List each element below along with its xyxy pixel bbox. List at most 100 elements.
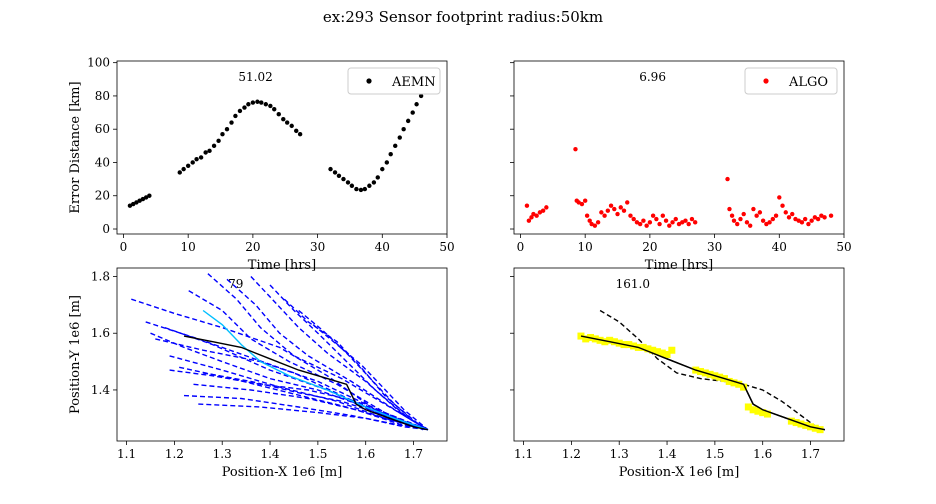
data-point <box>388 151 393 157</box>
estimate-marker <box>740 383 748 391</box>
data-point <box>328 166 333 172</box>
x-tick-label: 1.7 <box>801 447 820 461</box>
data-point <box>362 186 368 192</box>
x-tick-label: 1.4 <box>657 447 676 461</box>
x-tick-label: 1.3 <box>610 447 629 461</box>
x-tick-label: 1.5 <box>308 447 327 461</box>
x-tick-label: 1.2 <box>562 447 581 461</box>
axes-frame <box>116 267 448 442</box>
data-point <box>537 210 543 215</box>
data-point <box>190 160 195 165</box>
data-point <box>276 112 281 117</box>
data-point <box>134 200 139 205</box>
y-tick-label: 40 <box>95 155 110 169</box>
x-tick-label: 30 <box>310 240 325 254</box>
data-point <box>667 223 672 228</box>
estimate-marker <box>754 407 762 415</box>
data-point <box>259 100 264 105</box>
y-tick-label: 1.6 <box>91 326 110 340</box>
data-point <box>793 216 798 222</box>
data-point <box>263 102 269 107</box>
data-point <box>599 210 604 215</box>
y-axis-label: Position-Y 1e6 [m] <box>68 295 83 414</box>
data-point <box>203 150 208 155</box>
data-point <box>796 218 801 223</box>
dashed-track-line-8 <box>183 394 429 431</box>
data-point <box>587 218 592 223</box>
data-point <box>130 201 136 207</box>
data-point <box>380 166 385 172</box>
data-point <box>683 218 688 223</box>
data-point <box>250 100 256 105</box>
x-tick-label: 20 <box>245 240 260 254</box>
data-point <box>579 201 585 207</box>
data-point <box>770 216 776 222</box>
data-point <box>524 203 530 208</box>
data-point <box>397 135 402 140</box>
dashed-track-line-0 <box>599 309 821 431</box>
legend-label: ALGO <box>788 75 828 90</box>
data-point <box>822 215 827 220</box>
data-point <box>418 93 424 99</box>
score-annotation: 161.0 <box>616 277 650 291</box>
data-point <box>676 221 682 227</box>
data-point <box>802 216 808 222</box>
data-point <box>738 216 743 222</box>
data-point <box>185 163 191 168</box>
data-point <box>229 120 234 125</box>
data-point <box>828 213 834 218</box>
data-point <box>143 195 149 200</box>
data-point <box>526 218 532 223</box>
data-point <box>367 183 372 188</box>
data-point <box>224 127 230 132</box>
estimate-marker <box>644 345 652 353</box>
data-point <box>349 183 355 188</box>
x-axis-label: Position-X 1e6 [m] <box>619 465 740 480</box>
data-point <box>644 223 649 228</box>
data-point <box>246 102 251 107</box>
data-point <box>592 223 598 228</box>
data-point <box>660 213 666 218</box>
dashed-track-line-7 <box>198 403 428 431</box>
estimate-marker <box>625 341 633 349</box>
data-point <box>608 203 614 208</box>
data-point <box>584 213 590 218</box>
data-point <box>127 203 133 208</box>
data-point <box>595 220 601 225</box>
axes-frame <box>513 60 845 235</box>
data-point <box>799 220 805 225</box>
x-tick-label: 1.1 <box>514 447 533 461</box>
data-point <box>612 206 617 212</box>
data-point <box>647 220 653 225</box>
x-tick-label: 20 <box>642 240 657 254</box>
data-point <box>414 102 419 107</box>
data-point <box>544 205 549 210</box>
data-point <box>727 206 732 212</box>
y-axis-label: Error Distance [km] <box>68 81 83 213</box>
y-tick-label: 100 <box>87 56 110 70</box>
data-point <box>692 220 698 225</box>
data-point <box>773 213 779 218</box>
data-point <box>767 220 772 225</box>
figure-suptitle: ex:293 Sensor footprint radius:50km <box>323 8 603 26</box>
data-point <box>345 180 351 185</box>
data-point <box>233 113 238 119</box>
data-point <box>336 173 342 178</box>
data-point <box>540 208 546 213</box>
score-annotation: 51.02 <box>238 70 272 84</box>
track-line-21 <box>183 335 429 431</box>
data-point <box>177 170 182 175</box>
estimate-marker <box>749 406 757 414</box>
estimate-marker <box>759 409 767 417</box>
track-line-1 <box>580 335 826 431</box>
data-point <box>207 148 212 154</box>
data-point <box>242 105 247 110</box>
data-point <box>237 108 243 114</box>
data-point <box>625 200 630 205</box>
data-point <box>777 195 782 200</box>
x-tick-label: 40 <box>375 240 390 254</box>
data-point <box>650 213 656 218</box>
x-tick-label: 10 <box>578 240 593 254</box>
data-point <box>790 211 795 217</box>
